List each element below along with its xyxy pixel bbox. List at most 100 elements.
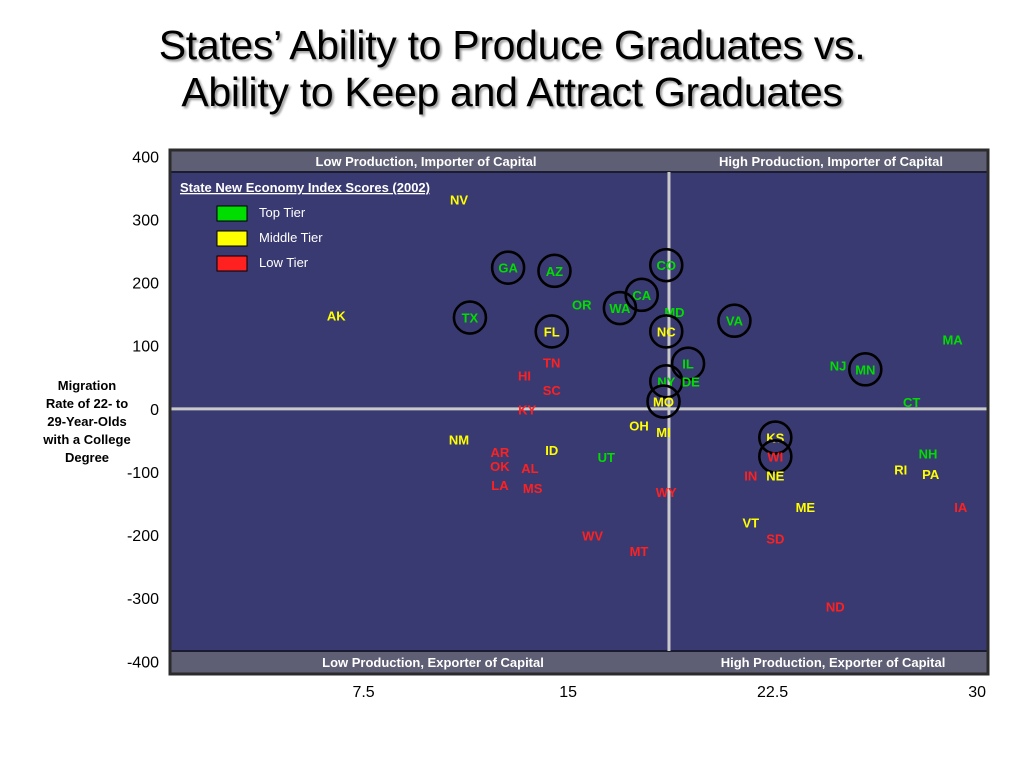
- highlight-circle: [670, 346, 706, 381]
- point-label: CA: [632, 288, 651, 303]
- legend-swatch-low-tier: [216, 255, 248, 272]
- x-tick-label: 22.5: [757, 684, 788, 701]
- point-label: AK: [327, 309, 346, 324]
- point-label: SD: [766, 532, 784, 547]
- point-label: WY: [656, 485, 677, 500]
- point-label: MT: [630, 544, 649, 559]
- point-label: MA: [942, 333, 963, 348]
- highlight-circle: [646, 384, 681, 419]
- point-label: MO: [653, 395, 674, 410]
- point-label: MN: [855, 362, 875, 377]
- highlight-circle: [452, 300, 488, 335]
- y-axis-label-line-1: Migration: [57, 378, 117, 393]
- point-label: HI: [518, 369, 531, 384]
- point-label: NJ: [830, 359, 847, 374]
- legend-swatch-top-tier: [216, 205, 248, 222]
- highlight-circle: [847, 352, 883, 387]
- point-label: IN: [744, 468, 757, 483]
- highlight-circle: [758, 420, 793, 455]
- point-label: KY: [518, 403, 536, 418]
- y-axis-label-line-2: Rate of 22- to: [45, 396, 129, 411]
- point-label: AZ: [546, 264, 563, 279]
- quadrant-label-bottom-right: High Production, Exporter of Capital: [721, 655, 946, 670]
- chart-title: States’ Ability to Produce Graduates vs.…: [0, 22, 1024, 116]
- y-axis-label-line-5: Degree: [64, 450, 110, 465]
- legend-title: State New Economy Index Scores (2002): [180, 180, 430, 195]
- y-tick-label: -200: [127, 528, 159, 545]
- top-band: [170, 150, 988, 172]
- point-label: NH: [919, 446, 938, 461]
- legend-label-top-tier: Top Tier: [259, 205, 306, 220]
- y-tick-label: 200: [132, 276, 159, 293]
- y-axis-ticks: 400 300 200 100 0 -100 -200 -300 -400: [127, 149, 159, 671]
- point-label: ID: [545, 443, 558, 458]
- point-label: OK: [490, 459, 510, 474]
- chart-title-line-1: States’ Ability to Produce Graduates vs.: [158, 22, 866, 68]
- plot-area: [170, 150, 988, 674]
- legend-label-middle-tier: Middle Tier: [259, 230, 323, 245]
- point-label: LA: [491, 478, 509, 493]
- chart-title-line-2: Ability to Keep and Attract Graduates: [181, 69, 843, 115]
- point-label: DE: [682, 374, 700, 389]
- quadrant-label-top-right: High Production, Importer of Capital: [719, 154, 943, 169]
- point-label: MS: [523, 481, 543, 496]
- highlight-circle: [717, 303, 752, 339]
- y-tick-label: -300: [127, 591, 159, 608]
- highlight-circle: [648, 364, 684, 399]
- y-tick-label: 0: [150, 402, 159, 419]
- y-axis-label-line-3: 29-Year-Olds: [47, 414, 127, 429]
- point-label: PA: [922, 467, 940, 482]
- y-axis-label: Migration Rate of 22- to 29-Year-Olds wi…: [22, 377, 152, 467]
- point-label: FL: [544, 324, 560, 339]
- highlight-circle: [490, 250, 526, 285]
- point-label: CO: [657, 258, 677, 273]
- point-label: GA: [498, 261, 518, 276]
- highlight-circle: [648, 314, 684, 349]
- point-label: AR: [491, 445, 510, 460]
- point-label: IL: [682, 357, 694, 372]
- highlight-circle: [602, 290, 638, 326]
- highlight-circle: [537, 253, 572, 289]
- y-tick-label: 300: [132, 212, 159, 229]
- point-label: NE: [766, 468, 784, 483]
- x-tick-label: 30: [968, 684, 986, 701]
- point-label: AL: [521, 461, 538, 476]
- point-label: WA: [609, 301, 631, 316]
- y-tick-label: 400: [132, 149, 159, 166]
- point-label: WV: [582, 528, 603, 543]
- point-label: NM: [449, 432, 469, 447]
- y-tick-label: 100: [132, 339, 159, 356]
- highlight-circle: [534, 314, 570, 349]
- point-label: CT: [903, 395, 920, 410]
- point-label: WI: [767, 449, 783, 464]
- bottom-band: [170, 651, 988, 673]
- x-axis-ticks: 7.5 15 22.5 30: [352, 684, 986, 701]
- y-tick-label: -100: [127, 465, 159, 482]
- quadrant-label-top-left: Low Production, Importer of Capital: [316, 154, 537, 169]
- x-tick-label: 15: [559, 684, 577, 701]
- point-label: UT: [598, 450, 615, 465]
- highlight-circle: [758, 439, 793, 474]
- point-label: TX: [462, 311, 479, 326]
- x-tick-label: 7.5: [352, 684, 374, 701]
- point-label: NC: [657, 324, 676, 339]
- legend-label-low-tier: Low Tier: [259, 255, 309, 270]
- plot-frame: [168, 148, 990, 676]
- point-label: TN: [543, 355, 560, 370]
- legend-swatch-middle-tier: [216, 230, 248, 247]
- point-label: ME: [796, 500, 816, 515]
- legend: State New Economy Index Scores (2002) To…: [180, 180, 430, 272]
- y-axis-label-line-4: with a College: [43, 432, 131, 447]
- point-label: ND: [826, 600, 845, 615]
- point-label: SC: [543, 383, 562, 398]
- highlight-circle: [648, 247, 684, 283]
- point-label: OR: [572, 297, 592, 312]
- point-label: RI: [894, 463, 907, 478]
- highlight-circle: [624, 277, 660, 313]
- point-label: IA: [954, 500, 968, 515]
- point-label: MI: [656, 425, 670, 440]
- point-label: NV: [450, 193, 468, 208]
- point-label: OH: [629, 419, 649, 434]
